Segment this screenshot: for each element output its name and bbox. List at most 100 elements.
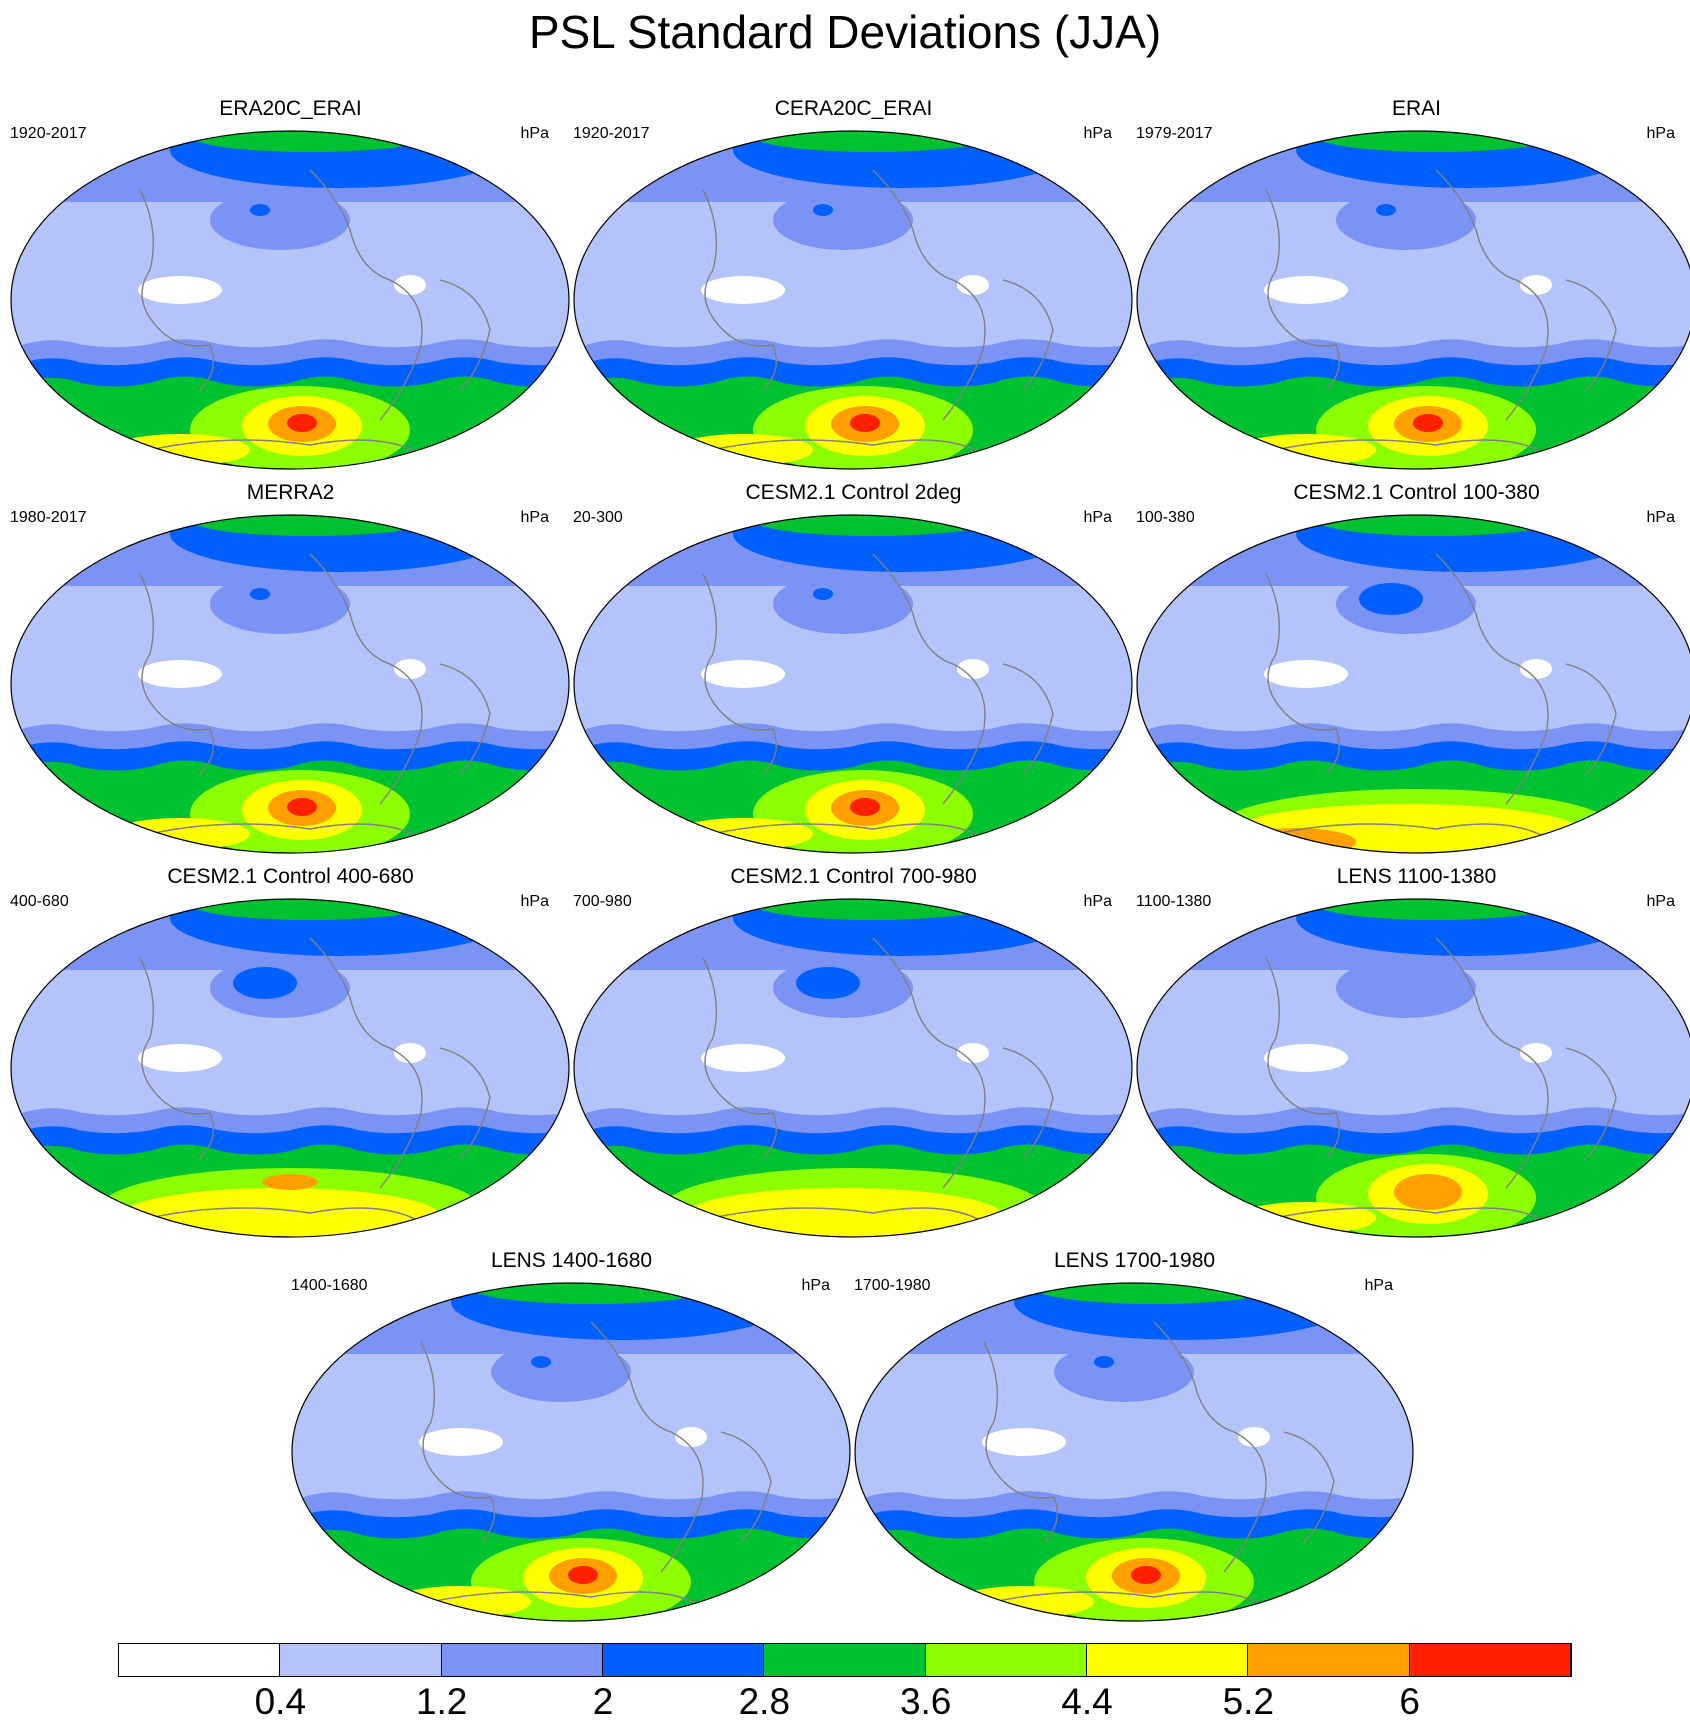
arctic-band-4 xyxy=(190,131,430,152)
tropical-minimum xyxy=(1238,1427,1270,1447)
coastline xyxy=(1565,663,1617,775)
robinson-map xyxy=(573,514,1133,854)
arctic-band-4 xyxy=(1316,899,1556,920)
robinson-map xyxy=(10,130,570,470)
coastline xyxy=(720,1431,772,1543)
panel-units: hPa xyxy=(1083,893,1112,910)
coastline xyxy=(872,169,986,421)
north-pacific-lobe xyxy=(491,1342,631,1402)
arctic-band-4 xyxy=(753,131,993,152)
coastline xyxy=(702,573,777,775)
north-pacific-lobe xyxy=(773,574,913,634)
panel-title: LENS 1400-1680 xyxy=(490,1249,653,1272)
arctic-band-4 xyxy=(1034,1283,1274,1304)
southern-max-8 xyxy=(568,1566,598,1584)
panel-period: 1400-1680 xyxy=(291,1277,368,1294)
map-panel: LENS 1100-1380 1100-1380 hPa xyxy=(1136,864,1690,1249)
north-pacific-core xyxy=(250,588,270,600)
coastline xyxy=(1565,1047,1617,1159)
tropical-minimum xyxy=(138,1044,222,1072)
southern-max-8 xyxy=(850,798,880,816)
panel-title: CESM2.1 Control 100-380 xyxy=(1293,481,1540,504)
coastline xyxy=(1435,169,1549,421)
coastline xyxy=(702,957,777,1159)
colorbar-swatch xyxy=(118,1643,281,1677)
coastline xyxy=(672,1207,994,1229)
map-panel: LENS 1700-1980 1700-1980 hPa xyxy=(854,1248,1415,1633)
north-pacific-lobe xyxy=(210,574,350,634)
map-outline xyxy=(291,1282,851,1622)
panel-units: hPa xyxy=(1083,125,1112,142)
coastline xyxy=(1002,1047,1054,1159)
arctic-band-4 xyxy=(1316,515,1556,536)
arctic-band-4 xyxy=(753,899,993,920)
coastline xyxy=(1283,1431,1335,1543)
panel-period: 100-380 xyxy=(1136,509,1195,526)
colorbar-swatch xyxy=(1247,1643,1410,1677)
map-outline xyxy=(10,898,570,1238)
tropical-minimum xyxy=(1264,660,1348,688)
panel-title: CESM2.1 Control 2deg xyxy=(745,481,962,504)
tropical-minimum xyxy=(138,276,222,304)
north-pacific-core xyxy=(796,967,860,999)
map-panel: CESM2.1 Control 2deg 20-300 hPa xyxy=(573,480,1134,865)
robinson-map xyxy=(573,130,1133,470)
coastline xyxy=(309,937,423,1189)
coastline xyxy=(139,957,214,1159)
colorbar-swatch xyxy=(763,1643,926,1677)
robinson-map xyxy=(10,514,570,854)
coastline xyxy=(109,439,431,461)
tropical-minimum xyxy=(701,660,785,688)
panel-title: ERAI xyxy=(1391,97,1441,120)
north-pacific-core xyxy=(250,204,270,216)
panel-period: 1979-2017 xyxy=(1136,125,1213,142)
coastline xyxy=(139,189,214,391)
coastline xyxy=(1265,573,1340,775)
colorbar-swatch xyxy=(602,1643,765,1677)
coastline xyxy=(702,189,777,391)
panel-period: 400-680 xyxy=(10,893,69,910)
panel-period: 1920-2017 xyxy=(10,125,87,142)
coastline xyxy=(1235,439,1557,461)
coastline xyxy=(590,1321,704,1573)
map-panel: CESM2.1 Control 100-380 100-380 hPa xyxy=(1136,480,1690,865)
arctic-band-4 xyxy=(471,1283,711,1304)
coastline xyxy=(1153,1321,1267,1573)
southern-max-7 xyxy=(1394,1174,1462,1210)
north-pacific-core xyxy=(813,204,833,216)
colorbar-swatch xyxy=(1408,1643,1571,1677)
coastline xyxy=(1565,279,1617,391)
coastline xyxy=(1002,663,1054,775)
north-pacific-lobe xyxy=(1336,190,1476,250)
tropical-minimum xyxy=(394,659,426,679)
coastline xyxy=(1265,957,1340,1159)
panel-title: CESM2.1 Control 700-980 xyxy=(730,865,977,888)
colorbar-swatch xyxy=(1086,1643,1249,1677)
robinson-map xyxy=(854,1282,1414,1622)
coastline xyxy=(872,553,986,805)
colorbar-swatch xyxy=(440,1643,603,1677)
panel-units: hPa xyxy=(520,125,549,142)
coastline xyxy=(672,823,994,845)
map-outline xyxy=(1136,130,1690,470)
map-outline xyxy=(10,514,570,854)
coastline xyxy=(439,279,491,391)
arctic-band-4 xyxy=(1316,131,1556,152)
map-panel: CESM2.1 Control 400-680 400-680 hPa xyxy=(10,864,571,1249)
panel-period: 1920-2017 xyxy=(573,125,650,142)
southern-max-8 xyxy=(287,414,317,432)
north-pacific-core xyxy=(233,967,297,999)
coastline xyxy=(439,663,491,775)
tropical-minimum xyxy=(1264,276,1348,304)
arctic-band-4 xyxy=(190,515,430,536)
southern-max-8 xyxy=(1131,1566,1161,1584)
panel-title: CERA20C_ERAI xyxy=(774,97,933,120)
panel-units: hPa xyxy=(1083,509,1112,526)
map-panel: LENS 1400-1680 1400-1680 hPa xyxy=(291,1248,852,1633)
colorbar-swatch xyxy=(924,1643,1087,1677)
colorbar-tick-label: 2.8 xyxy=(738,1681,791,1722)
map-panel: ERAI 1979-2017 hPa xyxy=(1136,96,1690,481)
coastline xyxy=(309,169,423,421)
arctic-band-4 xyxy=(190,899,430,920)
tropical-minimum xyxy=(957,275,989,295)
